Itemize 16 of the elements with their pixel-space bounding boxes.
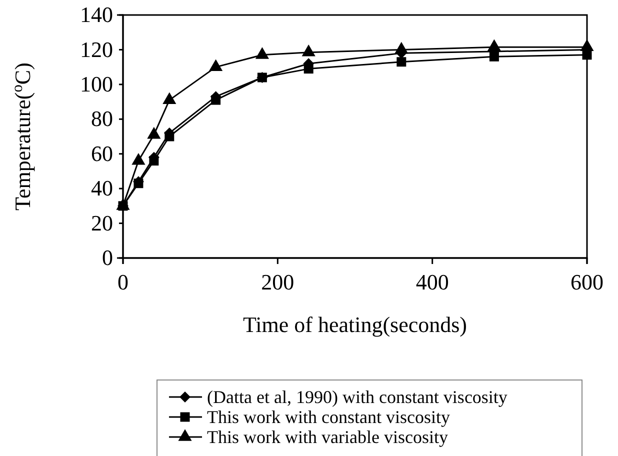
x-tick-label: 400 (416, 270, 449, 295)
y-tick-label: 40 (91, 176, 113, 201)
x-tick-label: 0 (118, 270, 128, 295)
x-axis-title: Time of heating(seconds) (242, 312, 468, 337)
x-tick-label: 200 (261, 270, 294, 295)
y-tick-label: 0 (102, 245, 113, 270)
legend-label: This work with variable viscosity (207, 427, 448, 447)
y-tick-label: 80 (91, 106, 113, 132)
y-tick-label: 20 (91, 210, 113, 236)
y-tick-label: 120 (80, 36, 113, 62)
legend-label: This work with constant viscosity (207, 407, 450, 427)
legend-label: (Datta et al, 1990) with constant viscosity (207, 387, 508, 407)
y-tick-label: 100 (80, 71, 113, 96)
y-tick-label: 140 (80, 2, 113, 28)
x-tick-label: 600 (570, 270, 604, 295)
y-tick-label: 60 (91, 140, 113, 166)
